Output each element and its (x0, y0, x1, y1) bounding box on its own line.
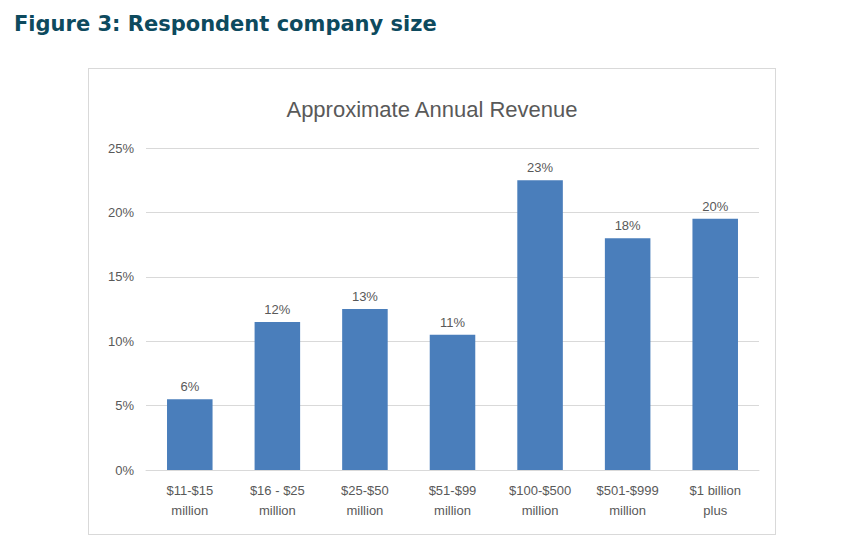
svg-text:$25-$50: $25-$50 (341, 483, 389, 498)
svg-text:Approximate Annual Revenue: Approximate Annual Revenue (286, 97, 577, 122)
svg-text:$11-$15: $11-$15 (166, 483, 213, 498)
svg-text:15%: 15% (108, 269, 134, 284)
svg-text:18%: 18% (615, 218, 641, 233)
svg-text:10%: 10% (108, 334, 134, 349)
svg-text:11%: 11% (440, 315, 465, 330)
svg-text:13%: 13% (352, 289, 378, 304)
svg-text:million: million (522, 503, 559, 518)
svg-text:20%: 20% (108, 205, 134, 220)
svg-text:23%: 23% (527, 160, 553, 175)
svg-text:12%: 12% (264, 302, 290, 317)
svg-text:million: million (171, 503, 208, 518)
svg-text:million: million (609, 503, 646, 518)
svg-text:6%: 6% (180, 379, 199, 394)
svg-text:million: million (347, 503, 384, 518)
svg-text:$501-$999: $501-$999 (597, 483, 659, 498)
svg-text:$1 billion: $1 billion (690, 483, 741, 498)
svg-text:$16 - $25: $16 - $25 (250, 483, 305, 498)
svg-text:plus: plus (703, 503, 727, 518)
svg-text:$51-$99: $51-$99 (429, 483, 477, 498)
svg-text:20%: 20% (702, 199, 728, 214)
html-text:Figure 3: Respondent company s: Figure 3: Respondent company size (14, 12, 437, 36)
svg-text:million: million (434, 503, 471, 518)
svg-text:0%: 0% (115, 463, 134, 478)
svg-text:25%: 25% (108, 141, 134, 156)
svg-text:million: million (259, 503, 296, 518)
svg-text:$100-$500: $100-$500 (509, 483, 571, 498)
svg-text:5%: 5% (115, 398, 134, 413)
